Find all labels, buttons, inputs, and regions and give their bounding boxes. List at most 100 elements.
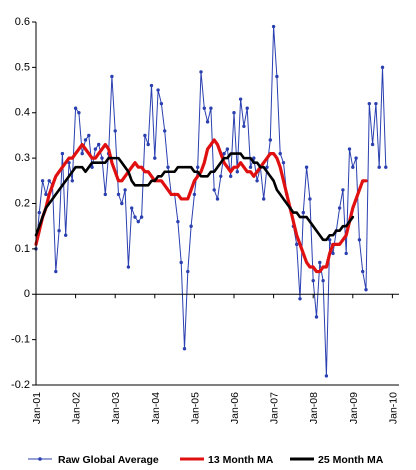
data-point-raw [361,269,365,274]
data-point-raw [268,138,272,142]
data-point-raw [77,111,81,115]
data-point-raw [331,251,335,256]
x-tick-label: Jan-09 [348,392,360,424]
x-tick-label: Jan-07 [269,392,281,424]
data-point-raw [176,219,180,224]
y-tick-label: 0.5 [15,61,30,73]
data-point-raw [116,192,121,197]
data-point-raw [215,197,220,201]
data-point-raw [182,347,187,351]
legend-label-ma25: 25 Month MA [318,454,384,466]
data-point-raw [100,156,104,160]
data-point-raw [73,106,78,110]
data-point-raw [271,24,276,29]
y-tick-label: 0.3 [15,152,30,164]
data-point-raw [380,65,385,70]
data-point-raw [265,165,269,169]
y-tick-label: 0.6 [15,16,30,28]
y-tick-label: -0.2 [11,379,30,391]
data-point-raw [308,197,312,201]
data-point-raw [219,174,223,178]
data-point-raw [70,179,75,183]
data-point-raw [63,233,68,237]
data-point-raw [40,179,45,183]
data-point-raw [255,179,259,183]
legend-label-ma13: 13 Month MA [208,454,274,466]
data-point-raw [337,206,342,210]
data-point-raw [318,260,322,265]
x-tick-label: Jan-10 [387,392,399,424]
data-point-raw [186,269,190,274]
data-point-raw [37,210,41,215]
data-point-raw [341,188,345,192]
data-point-raw [238,97,243,101]
data-point-raw [235,170,239,174]
data-point-raw [364,288,368,292]
series-line-ma25 [34,152,355,242]
x-tick-label: Jan-01 [31,392,43,424]
data-point-raw [205,120,210,124]
data-point-raw [374,101,378,106]
y-tick-label: 0.2 [15,197,30,209]
data-point-raw [87,133,91,138]
legend-item-raw: Raw Global Average [28,454,159,466]
data-point-raw [311,278,315,283]
data-point-raw [54,269,58,274]
data-point-raw [103,192,108,197]
data-point-raw [153,156,157,160]
data-point-raw [97,142,101,147]
data-point-raw [357,238,362,242]
legend-item-ma25: 25 Month MA [290,454,384,466]
y-tick-label: 0.4 [15,107,30,119]
data-point-raw [199,70,203,74]
data-point-raw [83,138,88,142]
x-tick-label: Jan-03 [110,392,122,424]
data-point-raw [301,210,305,215]
data-point-raw [377,165,381,169]
y-tick-label: -0.1 [11,334,30,346]
series-line-ma13 [34,138,368,274]
data-point-raw [93,147,98,151]
data-point-raw [110,74,114,79]
y-tick-label: 0 [24,288,30,300]
data-point-raw [245,106,249,110]
data-point-raw [347,147,352,151]
data-point-raw [57,229,61,233]
legend-item-ma13: 13 Month MA [180,454,274,466]
data-point-raw [351,165,355,169]
x-tick-label: Jan-02 [71,392,83,424]
data-point-raw [328,238,332,242]
data-point-raw [120,201,124,206]
x-tick-label: Jan-08 [308,392,320,424]
plot-background [36,22,399,385]
series-layer [34,24,388,378]
data-point-raw [354,156,358,160]
data-point-raw [123,188,127,192]
data-point-raw [113,129,117,133]
legend: Raw Global Average 13 Month MA 25 Month … [28,454,384,466]
data-point-raw [367,101,371,106]
data-point-raw [179,260,183,265]
data-point-raw [295,242,299,247]
data-point-raw [225,147,230,151]
legend-label-raw: Raw Global Average [58,454,159,466]
x-tick-label: Jan-06 [229,392,241,424]
data-point-raw [384,165,388,169]
data-point-raw [159,101,164,106]
plot-area [36,22,399,385]
data-point-raw [196,165,200,169]
data-point-raw [314,315,319,319]
x-tick-labels: Jan-01 Jan-02 Jan-03 Jan-04 Jan-05 Jan-06 Jan-… [31,294,399,424]
data-point-raw [248,165,253,169]
data-point-raw [262,197,266,201]
data-point-raw [209,106,213,110]
data-point-raw [133,215,137,219]
data-point-raw [281,160,286,165]
data-point-raw [136,219,140,224]
y-tick-label: 0.1 [15,243,30,255]
data-point-raw [229,174,233,178]
data-point-raw [192,192,197,197]
data-point-raw [252,156,256,160]
data-point-raw [370,142,375,147]
